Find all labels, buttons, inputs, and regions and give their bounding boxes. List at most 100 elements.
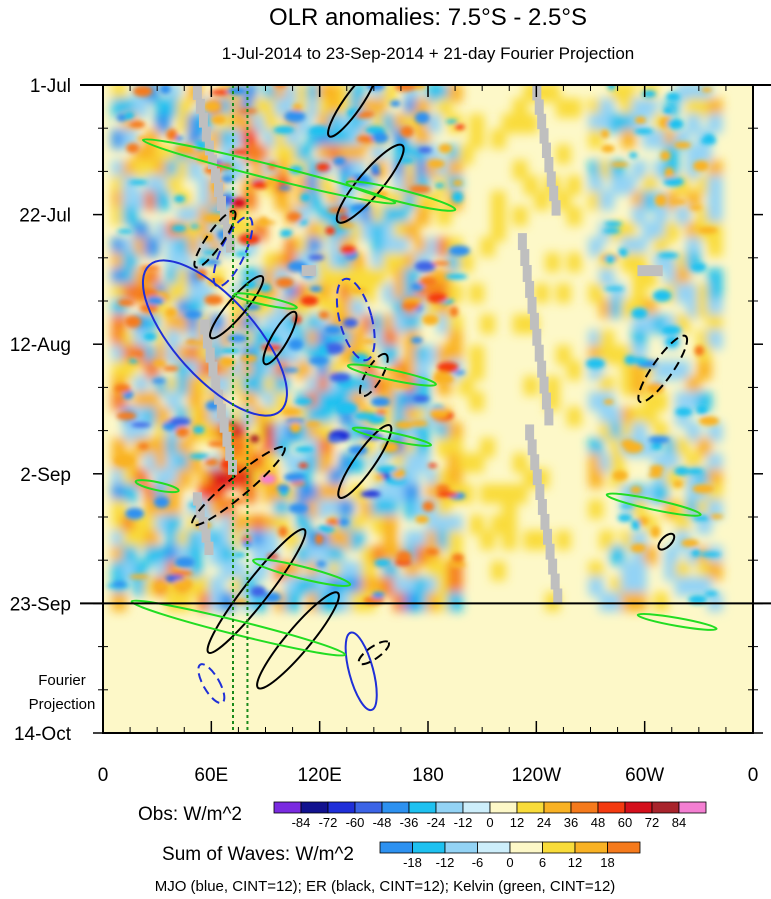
anomaly-blob [371,591,385,599]
missing-data-block [551,200,561,216]
anomaly-field-broad [111,85,723,612]
anomaly-blob [445,273,468,280]
anomaly-cell [458,376,474,396]
anomaly-blob [129,574,149,580]
anomaly-cell [491,221,506,242]
anomaly-blob [281,367,300,373]
anomaly-cell [241,314,257,334]
anomaly-blob [235,251,249,257]
anomaly-blob [452,553,464,563]
anomaly-cell [556,530,571,550]
anomaly-cell [382,561,398,581]
anomaly-blob [273,126,295,134]
kelvin-contour [134,479,180,494]
obs-colorbar: -84 -72 -60 -48 -36 -24 -12 0 12 24 36 48 60 72 84 [273,801,707,830]
anomaly-blob [427,159,445,169]
anomaly-cell [415,453,430,473]
anomaly-blob [288,338,304,351]
anomaly-blob [612,470,628,481]
mjo-contour [197,663,226,705]
anomaly-blob [409,185,431,194]
anomaly-cell [631,576,647,597]
anomaly-blob [436,361,459,373]
missing-data-block [553,588,563,605]
anomaly-blob [327,436,342,443]
anomaly-blob [693,160,709,172]
anomaly-blob [152,378,166,384]
colorbar-tick-label: 36 [564,815,578,830]
anomaly-cell [447,160,463,180]
anomaly-cell [415,206,430,226]
anomaly-cell [296,360,311,381]
anomaly-blob [227,334,248,342]
missing-data-block [532,328,542,346]
anomaly-cell [653,237,669,257]
anomaly-cell [133,221,149,242]
colorbar-swatch [354,801,383,814]
anomaly-blob [631,307,648,319]
anomaly-blob [422,501,435,512]
anomaly-cell [653,592,669,612]
anomaly-cell [415,422,430,442]
anomaly-blob [360,339,377,344]
colorbar-tick-label: 0 [486,815,493,830]
anomaly-cell [382,85,398,103]
anomaly-cell [469,129,485,149]
fourier-label-line2: Projection [29,696,96,713]
anomaly-cell [447,283,463,303]
missing-data-block [527,439,537,456]
anomaly-blob [152,360,167,367]
anomaly-cell [317,453,333,473]
missing-data-block [529,312,539,330]
anomaly-cell [707,299,723,319]
anomaly-cell [111,437,127,458]
er-contour [337,423,393,499]
anomaly-blob [432,373,454,385]
anomaly-blob [190,224,200,229]
anomaly-blob [394,421,414,429]
anomaly-cell [707,468,723,489]
er-contour [191,445,286,527]
anomaly-blob [250,434,260,443]
anomaly-cell [480,530,495,550]
missing-data-block [548,558,558,575]
anomaly-blob [126,143,140,154]
anomaly-blob [173,579,193,590]
anomaly-cell [545,376,560,396]
anomaly-blob [117,299,134,306]
anomaly-blob [650,526,661,538]
colorbar-swatch [300,801,329,814]
anomaly-cell [566,360,582,381]
anomaly-cell [328,545,344,566]
anomaly-cell [382,515,398,535]
anomaly-blob [238,233,260,245]
er-contour [256,591,340,690]
missing-data-block [214,389,224,405]
anomaly-cell [631,592,647,612]
missing-data-block [527,296,537,314]
anomaly-blob [366,85,385,91]
anomaly-blob [698,416,720,426]
anomaly-cell [631,237,647,257]
anomaly-blob [375,409,387,416]
anomaly-blob [703,133,716,145]
missing-data-block [637,265,663,277]
anomaly-blob [436,484,450,493]
anomaly-cell [491,129,506,149]
anomaly-cell [447,437,463,458]
anomaly-cell [599,98,615,118]
anomaly-blob [409,420,428,427]
anomaly-cell [566,206,582,226]
er-contour [657,532,676,551]
anomaly-cell [566,252,582,273]
anomaly-cell [556,144,571,165]
anomaly-blob [340,245,356,255]
anomaly-blob [436,491,458,497]
anomaly-cell [306,191,322,211]
anomaly-cell [350,144,365,165]
anomaly-blob [338,215,349,222]
missing-data-block [210,168,220,184]
anomaly-cell [285,592,300,612]
anomaly-blob [207,277,226,286]
missing-data-block [534,344,544,362]
